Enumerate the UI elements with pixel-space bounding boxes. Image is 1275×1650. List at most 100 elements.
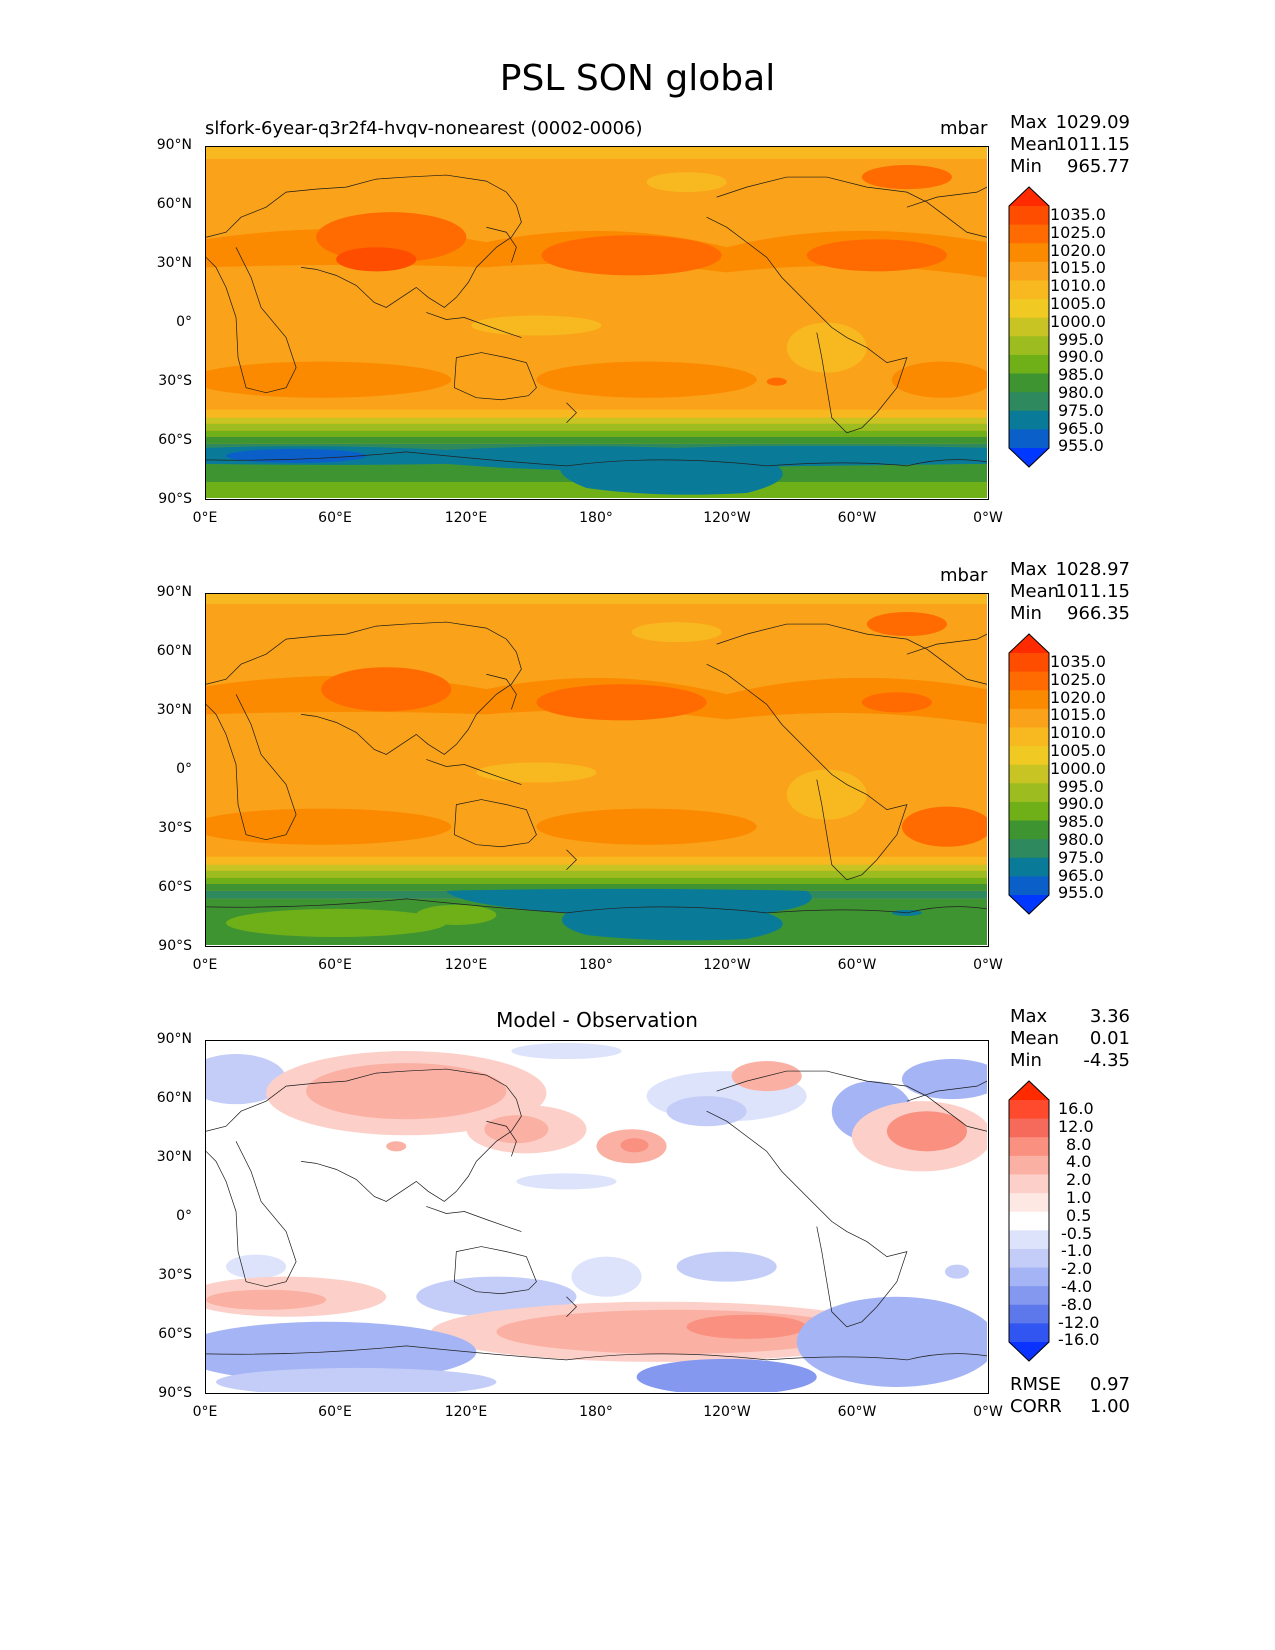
lat-tick: 90°N [156, 1031, 192, 1047]
stat-max-value: 1028.97 [1055, 559, 1130, 580]
colorbar-swatch [1009, 373, 1049, 393]
colorbar-labels: 1035.0 1025.0 1020.0 1015.0 1010.0 1005.… [1050, 653, 1106, 902]
colorbar-label: -1.0 [1061, 1241, 1093, 1261]
colorbar-swatch [1009, 1193, 1049, 1213]
colorbar-swatch [1009, 224, 1049, 244]
colorbar-label: 8.0 [1066, 1134, 1092, 1154]
stat-mean-value: 1011.15 [1055, 134, 1130, 155]
lat-tick: 60°S [158, 1326, 192, 1342]
colorbar-label: 1000.0 [1050, 311, 1106, 331]
lat-tick: 90°S [158, 938, 192, 954]
colorbar-swatch [1009, 708, 1049, 728]
lon-tick: 180° [579, 957, 613, 973]
colorbar-swatch [1009, 1211, 1049, 1231]
colorbar-swatch [1009, 1155, 1049, 1175]
lat-tick: 90°S [158, 491, 192, 507]
lon-tick: 0°W [973, 957, 1003, 973]
colorbar-swatch [1009, 392, 1049, 412]
colorbar-extend-max [1009, 634, 1049, 653]
colorbar-label: 2.0 [1066, 1170, 1092, 1190]
colorbar-swatch [1009, 839, 1049, 859]
stat-max-label: Max [1010, 559, 1048, 580]
colorbar-psl-model [1008, 186, 1050, 468]
map-psl-diff [205, 1040, 989, 1394]
colorbar-label: -12.0 [1058, 1312, 1100, 1332]
colorbar-label: 975.0 [1058, 400, 1104, 420]
coastlines [206, 1068, 987, 1328]
lat-tick: 30°S [158, 820, 192, 836]
stat-mean-label: Mean [1010, 1028, 1060, 1049]
colorbar-swatch [1009, 429, 1049, 449]
colorbar-label: 1005.0 [1050, 293, 1106, 313]
colorbar-diff [1008, 1080, 1050, 1362]
colorbar-label: 1020.0 [1050, 687, 1106, 707]
lon-tick: 120°W [703, 1404, 751, 1420]
colorbar-swatch [1009, 671, 1049, 691]
colorbar-extend-min [1009, 1342, 1049, 1361]
colorbar-psl-obs [1008, 633, 1050, 915]
lat-tick: 90°S [158, 1385, 192, 1401]
colorbar-label: 4.0 [1066, 1152, 1092, 1172]
colorbar-label: 985.0 [1058, 365, 1104, 385]
colorbar-label: -2.0 [1061, 1259, 1093, 1279]
stat-mean-value: 1011.15 [1055, 581, 1130, 602]
psl-model-field [206, 147, 987, 498]
colorbar-labels: 1035.0 1025.0 1020.0 1015.0 1010.0 1005.… [1050, 206, 1106, 455]
colorbar-swatch [1009, 1137, 1049, 1157]
psl-diff-field [206, 1041, 987, 1392]
lat-tick: 30°N [156, 702, 192, 718]
colorbar-swatch [1009, 336, 1049, 356]
map-psl-obs [205, 593, 989, 947]
colorbar-swatch [1009, 410, 1049, 430]
lat-tick: 60°S [158, 879, 192, 895]
colorbar-outline [1008, 633, 1050, 915]
colorbar-swatch [1009, 653, 1049, 673]
colorbar-outline [1008, 1080, 1050, 1362]
colorbar-label: 980.0 [1058, 382, 1104, 402]
colorbar-swatch [1009, 857, 1049, 877]
panel-left-title: slfork-6year-q3r2f4-hvqv-nonearest (0002… [205, 118, 643, 139]
lat-tick: 60°N [156, 1090, 192, 1106]
lon-tick: 60°E [318, 1404, 352, 1420]
colorbar-swatch [1009, 1267, 1049, 1287]
colorbar-swatches [1008, 186, 1050, 468]
psl-obs-field [206, 594, 987, 945]
lat-tick: 30°N [156, 1149, 192, 1165]
rmse-value: 0.97 [1089, 1374, 1130, 1395]
colorbar-swatch [1009, 299, 1049, 319]
colorbar-swatch [1009, 354, 1049, 375]
panel-center-title: Model - Observation [496, 1008, 698, 1032]
lon-tick: 120°E [444, 510, 488, 526]
lon-tick: 0°W [973, 1404, 1003, 1420]
lon-tick: 60°W [837, 1404, 877, 1420]
colorbar-label: 1010.0 [1050, 723, 1106, 743]
lat-tick: 60°N [156, 643, 192, 659]
lon-tick: 120°W [703, 957, 751, 973]
lat-tick: 0° [176, 1208, 192, 1224]
colorbar-label: 1010.0 [1050, 276, 1106, 296]
lon-tick: 180° [579, 510, 613, 526]
colorbar-label: 965.0 [1058, 865, 1104, 885]
colorbar-label: -0.5 [1061, 1223, 1093, 1243]
colorbar-swatch [1009, 1304, 1049, 1324]
colorbar-extend-max [1009, 187, 1049, 206]
lat-tick: 90°N [156, 584, 192, 600]
lat-tick: 30°S [158, 373, 192, 389]
lon-tick: 0°E [192, 957, 218, 973]
stat-max-label: Max [1010, 112, 1048, 133]
colorbar-label: 955.0 [1058, 883, 1104, 903]
lat-tick: 60°N [156, 196, 192, 212]
stat-min-label: Min [1010, 156, 1042, 177]
colorbar-label: 16.0 [1058, 1099, 1094, 1118]
colorbar-swatch [1009, 1248, 1049, 1269]
colorbar-swatch [1009, 1286, 1049, 1306]
lon-tick: 60°W [837, 510, 877, 526]
colorbar-label: 1035.0 [1050, 652, 1106, 671]
colorbar-label: 995.0 [1058, 329, 1104, 349]
colorbar-swatch [1009, 206, 1049, 226]
lat-tick: 90°N [156, 137, 192, 153]
lon-tick: 0°E [192, 510, 218, 526]
colorbar-label: 965.0 [1058, 418, 1104, 438]
colorbar-swatch [1009, 317, 1049, 337]
stat-min-value: 965.77 [1067, 156, 1130, 177]
